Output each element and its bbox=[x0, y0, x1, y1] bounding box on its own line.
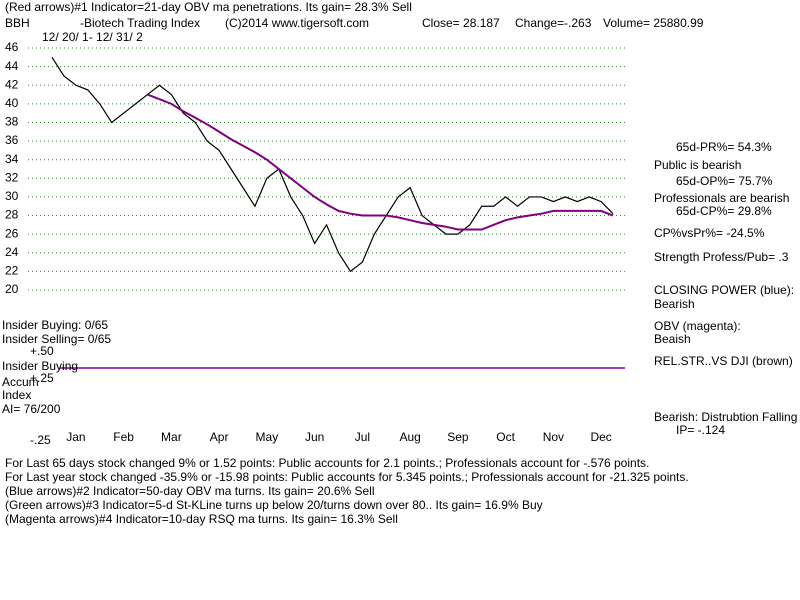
annotation: (C)2014 www.tigersoft.com bbox=[225, 16, 369, 30]
annotation: Change=-.263 bbox=[515, 16, 592, 30]
annotation: -.25 bbox=[30, 433, 51, 447]
annotation: Index bbox=[2, 388, 31, 402]
x-tick-label: Nov bbox=[543, 430, 564, 444]
x-tick-label: Dec bbox=[590, 430, 611, 444]
y-tick-label: 24 bbox=[5, 245, 19, 259]
annotation: OBV (magenta): bbox=[654, 319, 741, 333]
annotation: CP%vsPr%= -24.5% bbox=[654, 226, 765, 240]
x-tick-label: May bbox=[256, 430, 279, 444]
annotation: Beaish bbox=[654, 332, 691, 346]
y-tick-label: 36 bbox=[5, 133, 19, 147]
annotation: (Magenta arrows)#4 Indicator=10-day RSQ … bbox=[5, 512, 398, 526]
annotation: Insider Buying: 0/65 bbox=[2, 318, 108, 332]
y-tick-label: 38 bbox=[5, 115, 19, 129]
y-tick-label: 46 bbox=[5, 40, 19, 54]
annotation: 65d-OP%= 75.7% bbox=[676, 174, 773, 188]
annotation: For Last year stock changed -35.9% or -1… bbox=[5, 470, 689, 484]
annotation: +.25 bbox=[30, 371, 54, 385]
y-tick-label: 26 bbox=[5, 226, 19, 240]
x-tick-label: Jun bbox=[305, 430, 324, 444]
annotation: BBH bbox=[5, 16, 30, 30]
x-tick-label: Jul bbox=[355, 430, 370, 444]
annotation: Professionals are bearish bbox=[654, 191, 789, 205]
y-tick-label: 20 bbox=[5, 282, 19, 296]
annotation: Bearish bbox=[654, 297, 695, 311]
annotation: +.50 bbox=[30, 344, 54, 358]
x-tick-label: Jan bbox=[66, 430, 85, 444]
annotation: Insider Buying bbox=[2, 359, 78, 373]
annotation: 65d-PR%= 54.3% bbox=[676, 140, 772, 154]
y-tick-label: 32 bbox=[5, 170, 19, 184]
chart-title: (Red arrows)#1 Indicator=21-day OBV ma p… bbox=[5, 0, 412, 14]
annotation: (Blue arrows)#2 Indicator=50-day OBV ma … bbox=[5, 484, 375, 498]
x-tick-label: Sep bbox=[447, 430, 469, 444]
annotation: 12/ 20/ 1- 12/ 31/ 2 bbox=[42, 30, 143, 44]
annotation: CLOSING POWER (blue): bbox=[654, 283, 794, 297]
y-tick-label: 40 bbox=[5, 96, 19, 110]
x-tick-label: Oct bbox=[496, 430, 515, 444]
annotation: -Biotech Trading Index bbox=[80, 16, 200, 30]
annotation: Accum bbox=[2, 375, 39, 389]
series-line bbox=[147, 93, 614, 231]
annotation: Volume= 25880.99 bbox=[603, 16, 704, 30]
y-tick-label: 34 bbox=[5, 152, 19, 166]
x-tick-label: Feb bbox=[113, 430, 134, 444]
annotation: Insider Selling= 0/65 bbox=[2, 332, 111, 346]
y-tick-label: 30 bbox=[5, 189, 19, 203]
annotation: Public is bearish bbox=[654, 158, 741, 172]
annotation: (Green arrows)#3 Indicator=5-d St-KLine … bbox=[5, 498, 543, 512]
annotation: Bearish: Distrubtion Falling bbox=[654, 410, 797, 424]
x-tick-label: Aug bbox=[399, 430, 420, 444]
y-tick-label: 44 bbox=[5, 59, 19, 73]
y-tick-label: 22 bbox=[5, 264, 19, 278]
x-tick-label: Apr bbox=[210, 430, 229, 444]
y-tick-label: 28 bbox=[5, 208, 19, 222]
annotation: REL.STR..VS DJI (brown) bbox=[654, 354, 793, 368]
annotation: For Last 65 days stock changed 9% or 1.5… bbox=[5, 456, 649, 470]
annotation: IP= -.124 bbox=[676, 423, 725, 437]
annotation: 65d-CP%= 29.8% bbox=[676, 204, 772, 218]
x-tick-label: Mar bbox=[161, 430, 182, 444]
annotation: Strength Profess/Pub= .3 bbox=[654, 250, 789, 264]
annotation: Close= 28.187 bbox=[422, 16, 500, 30]
y-tick-label: 42 bbox=[5, 77, 19, 91]
series-line bbox=[51, 56, 614, 273]
annotation: AI= 76/200 bbox=[2, 402, 61, 416]
